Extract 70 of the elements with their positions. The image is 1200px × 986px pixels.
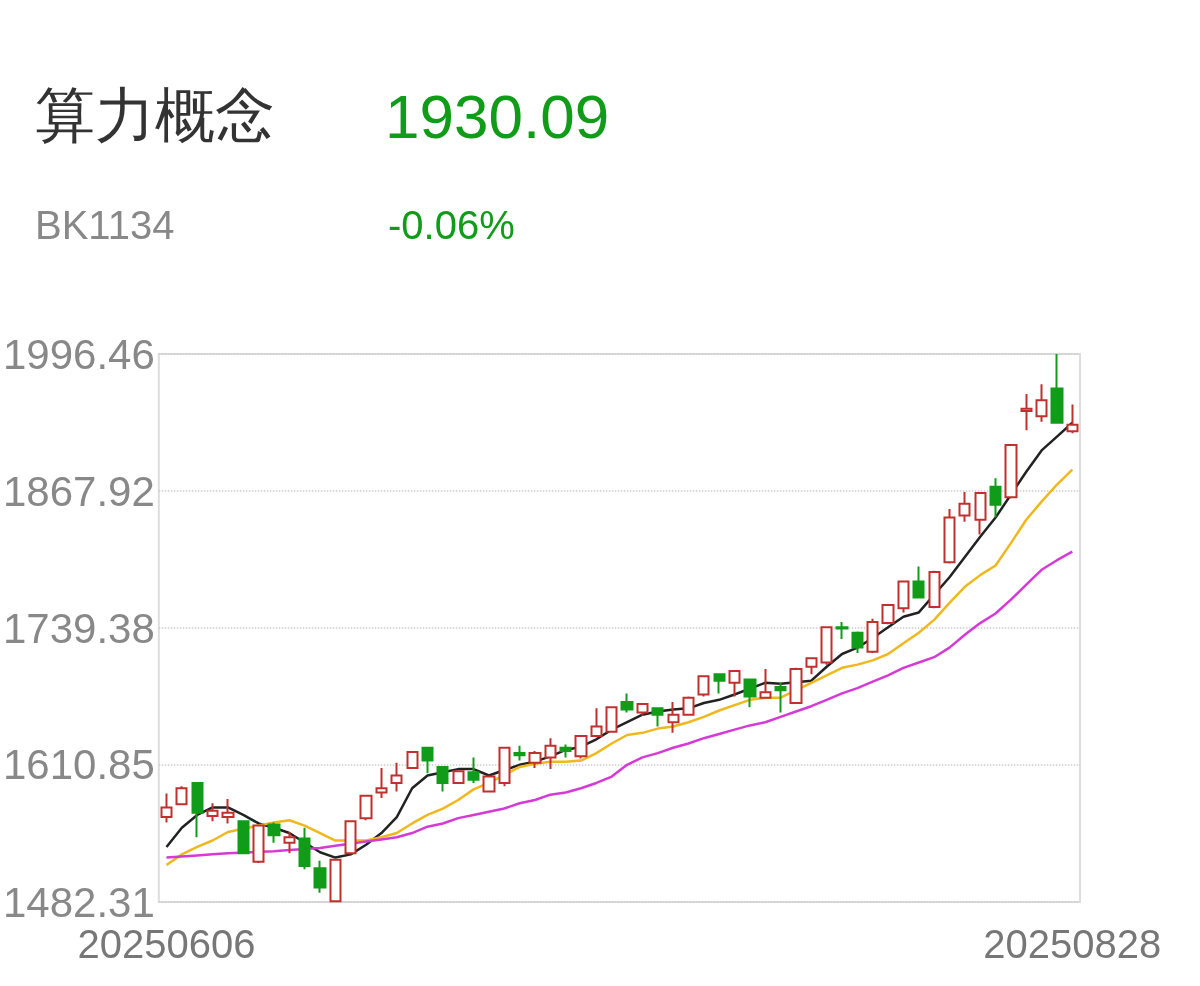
candlestick xyxy=(436,764,449,793)
text: -0.06% xyxy=(388,203,515,247)
candlestick xyxy=(206,802,219,823)
candlestick xyxy=(912,565,925,600)
candlestick xyxy=(237,819,250,856)
candlestick xyxy=(559,743,572,759)
candlestick xyxy=(313,859,327,894)
candlestick xyxy=(375,767,388,799)
candlestick xyxy=(667,700,680,734)
candlestick xyxy=(958,490,971,523)
candlestick xyxy=(1004,443,1018,500)
candlestick xyxy=(528,749,542,770)
candlestick xyxy=(283,830,296,855)
candlestick xyxy=(805,656,818,676)
y-tick-label: 1739.38 xyxy=(2,604,155,652)
chart-subtitle: BK1134 xyxy=(35,203,175,247)
candlestick xyxy=(620,692,634,714)
candlestick xyxy=(974,490,987,536)
candlestick xyxy=(267,821,281,844)
candlestick xyxy=(1035,383,1048,423)
candlestick xyxy=(1050,353,1064,425)
candlestick xyxy=(1066,403,1079,435)
x-tick-label: 20250828 xyxy=(983,922,1162,966)
candlestick xyxy=(513,744,526,762)
candlestick xyxy=(221,797,235,825)
y-tick-label: 1610.85 xyxy=(2,741,155,789)
candlestick xyxy=(191,780,204,839)
candlestick xyxy=(820,625,833,666)
candlestick xyxy=(759,667,772,700)
candlestick xyxy=(636,702,649,717)
candlestick xyxy=(835,621,849,641)
candlestick xyxy=(544,737,557,771)
candlestick xyxy=(1020,392,1033,432)
candlestick xyxy=(743,677,757,709)
candlestick xyxy=(943,508,956,565)
candlestick xyxy=(605,705,618,734)
candlestick xyxy=(713,672,726,695)
candlestick xyxy=(897,579,910,614)
candlestick xyxy=(574,733,588,760)
candlestick xyxy=(467,756,480,784)
candlestick xyxy=(866,617,879,654)
y-tick-label: 1867.92 xyxy=(2,467,155,515)
candlestick xyxy=(175,785,188,807)
candlestick xyxy=(298,826,311,871)
candlestick xyxy=(651,706,664,728)
text: 1930.09 xyxy=(385,81,610,151)
candlestick xyxy=(498,745,511,788)
candlestick xyxy=(406,749,419,771)
candlestick xyxy=(881,602,895,626)
candlestick xyxy=(482,774,496,794)
candlestick xyxy=(682,695,695,717)
line-series xyxy=(165,550,1074,859)
candlestick xyxy=(697,674,710,698)
candlestick xyxy=(359,793,373,822)
candlestick xyxy=(344,819,357,856)
candlestick xyxy=(989,477,1002,519)
candlestick xyxy=(928,569,941,610)
y-tick-label: 1996.46 xyxy=(2,330,155,378)
candlestick xyxy=(590,707,603,739)
candlestick xyxy=(452,769,465,786)
candlestick xyxy=(390,761,403,793)
chart-title: 算力概念 xyxy=(35,81,275,149)
candlestick xyxy=(329,857,342,903)
candlestick xyxy=(851,630,864,654)
candlestick xyxy=(252,823,265,864)
candlestick xyxy=(789,666,803,706)
candlestick xyxy=(160,792,173,824)
candlestick xyxy=(774,681,787,714)
candlestick xyxy=(421,745,434,775)
candlestick xyxy=(728,668,741,698)
